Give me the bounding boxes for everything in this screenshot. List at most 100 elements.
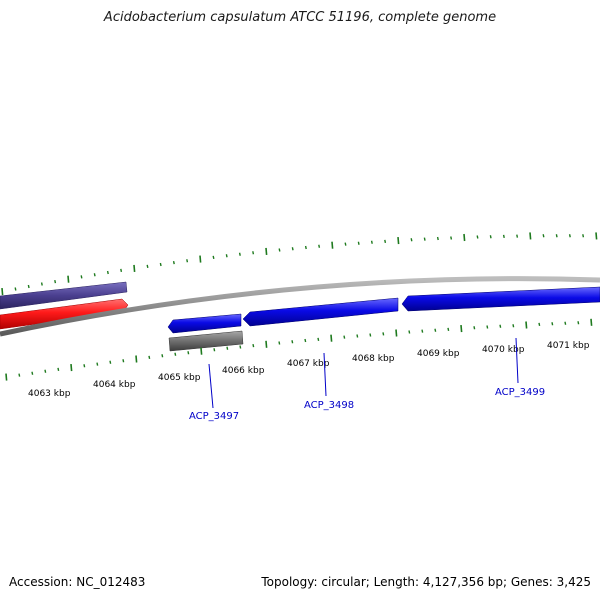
inner-tick-ring	[5, 318, 593, 381]
outer-minor-tick	[106, 270, 109, 275]
outer-minor-tick	[582, 234, 585, 238]
inner-minor-tick	[564, 321, 567, 325]
inner-minor-tick	[174, 352, 177, 356]
outer-major-tick	[199, 255, 202, 263]
inner-minor-tick	[226, 346, 229, 350]
scale-label-4065: 4065 kbp	[158, 373, 201, 383]
inner-minor-tick	[57, 367, 60, 372]
outer-minor-tick	[278, 248, 281, 252]
inner-minor-tick	[161, 354, 164, 358]
leader-line-ACP_3499	[515, 337, 519, 384]
outer-major-tick	[265, 247, 268, 255]
outer-minor-tick	[14, 287, 17, 291]
outer-minor-tick	[344, 242, 347, 246]
inner-minor-tick	[499, 324, 502, 328]
inner-minor-tick	[408, 330, 411, 334]
outer-major-tick	[67, 275, 70, 283]
inner-minor-tick	[44, 369, 47, 373]
outer-minor-tick	[436, 236, 439, 241]
inner-minor-tick	[343, 335, 346, 339]
inner-minor-tick	[447, 327, 450, 332]
inner-minor-tick	[187, 351, 190, 355]
outer-minor-tick	[212, 255, 215, 260]
outer-minor-tick	[516, 234, 519, 238]
gene-label-ACP_3498[interactable]: ACP_3498	[304, 400, 354, 411]
outer-major-tick	[331, 241, 334, 249]
outer-major-tick	[463, 233, 466, 242]
outer-major-tick	[1, 288, 4, 296]
outer-minor-tick	[238, 252, 241, 256]
inner-minor-tick	[551, 322, 554, 326]
outer-minor-tick	[357, 241, 360, 245]
outer-tick-ring	[1, 232, 598, 296]
gene-label-ACP_3497[interactable]: ACP_3497	[189, 411, 239, 422]
grey-feature[interactable]	[168, 330, 244, 352]
inner-minor-tick	[122, 359, 125, 363]
gene-ACP_3499[interactable]	[401, 286, 600, 312]
inner-minor-tick	[96, 362, 99, 366]
inner-minor-tick	[109, 360, 112, 364]
inner-minor-tick	[356, 334, 359, 338]
outer-minor-tick	[40, 282, 43, 286]
outer-minor-tick	[225, 254, 228, 258]
inner-minor-tick	[577, 321, 580, 325]
gene-label-ACP_3499[interactable]: ACP_3499	[495, 387, 545, 398]
outer-minor-tick	[476, 235, 479, 239]
outer-minor-tick	[93, 273, 96, 277]
outer-minor-tick	[318, 244, 321, 248]
leader-line-ACP_3498	[323, 352, 327, 397]
outer-minor-tick	[450, 236, 453, 240]
outer-minor-tick	[146, 264, 149, 269]
inner-minor-tick	[434, 328, 437, 332]
inner-minor-tick	[538, 322, 541, 327]
outer-minor-tick	[291, 247, 294, 251]
inner-minor-tick	[421, 329, 424, 333]
outer-minor-tick	[252, 251, 255, 255]
inner-minor-tick	[83, 364, 86, 368]
outer-major-tick	[397, 237, 400, 245]
inner-minor-tick	[317, 337, 320, 342]
inner-minor-tick	[252, 343, 255, 348]
inner-major-tick	[395, 329, 398, 337]
outer-minor-tick	[27, 284, 30, 289]
inner-major-tick	[460, 325, 463, 333]
outer-minor-tick	[370, 240, 373, 244]
outer-minor-tick	[423, 237, 426, 241]
scale-label-4070: 4070 kbp	[482, 345, 525, 355]
gene-ACP_3497[interactable]	[167, 313, 242, 334]
outer-minor-tick	[410, 238, 413, 242]
inner-major-tick	[590, 318, 593, 326]
outer-minor-tick	[80, 275, 83, 279]
inner-minor-tick	[512, 324, 515, 328]
outer-minor-tick	[502, 234, 505, 239]
outer-minor-tick	[186, 259, 189, 263]
scale-label-4063: 4063 kbp	[28, 389, 71, 399]
inner-minor-tick	[291, 340, 294, 344]
outer-minor-tick	[304, 245, 307, 250]
scale-label-4068: 4068 kbp	[352, 354, 395, 364]
leader-line-ACP_3497	[208, 363, 214, 409]
inner-minor-tick	[304, 338, 307, 343]
inner-minor-tick	[213, 348, 216, 352]
inner-major-tick	[70, 364, 73, 372]
inner-minor-tick	[473, 326, 476, 330]
inner-minor-tick	[18, 373, 21, 377]
inner-major-tick	[200, 347, 203, 355]
outer-minor-tick	[568, 234, 571, 238]
scale-label-4069: 4069 kbp	[417, 349, 460, 359]
forward-feature-purple[interactable]	[0, 281, 128, 310]
scale-label-4064: 4064 kbp	[93, 380, 136, 390]
inner-minor-tick	[239, 345, 242, 349]
outer-minor-tick	[159, 262, 162, 267]
outer-major-tick	[529, 232, 532, 240]
genome-backbone	[0, 276, 600, 337]
outer-minor-tick	[489, 235, 492, 239]
scale-label-4071: 4071 kbp	[547, 341, 590, 351]
gene-ACP_3498[interactable]	[242, 297, 399, 327]
inner-major-tick	[265, 340, 268, 348]
inner-minor-tick	[148, 355, 151, 360]
outer-minor-tick	[120, 268, 123, 273]
genome-summary: Topology: circular; Length: 4,127,356 bp…	[261, 575, 591, 589]
accession-label: Accession: NC_012483	[9, 575, 146, 589]
